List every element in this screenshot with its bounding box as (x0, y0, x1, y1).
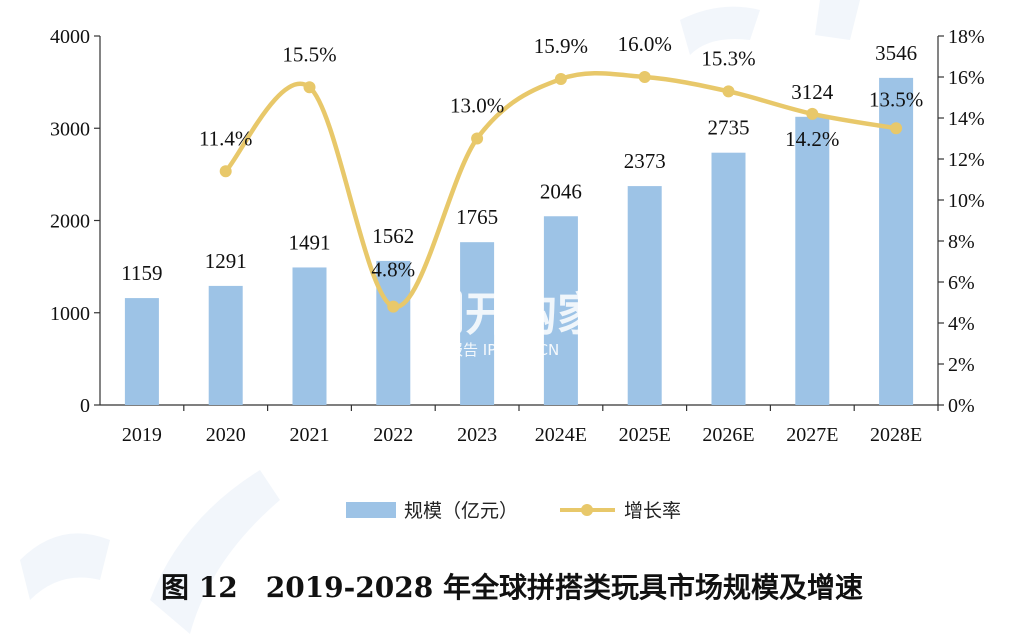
legend-swatch-bar (346, 502, 396, 518)
bar-value-label: 2735 (708, 116, 750, 140)
growth-line (223, 71, 899, 309)
growth-value-label: 14.2% (785, 127, 839, 151)
logo-watermark: 开购家 行业报告 IPOIPO.CN (418, 287, 603, 359)
x-tick-label: 2021 (290, 424, 330, 446)
x-tick-label: 2022 (373, 424, 413, 446)
y-right-tick-label: 4% (948, 313, 975, 335)
bar (124, 298, 159, 405)
growth-point (303, 81, 316, 94)
growth-point (387, 300, 400, 313)
growth-value-label: 13.0% (450, 94, 504, 118)
data-labels: 1159 1291 1491 1562 1765 2046 2373 2735 3124 3546… (121, 32, 923, 285)
x-tick-label: 2025E (619, 424, 671, 446)
growth-point (890, 122, 903, 135)
legend-label-bar: 规模（亿元） (404, 500, 518, 522)
x-tick-label: 2027E (786, 424, 838, 446)
bar-value-label: 1765 (456, 205, 498, 229)
x-tick-label: 2028E (870, 424, 922, 446)
y-left-tick-label: 3000 (50, 118, 90, 140)
y-right-tick-label: 14% (948, 108, 985, 130)
x-tick-label: 2024E (535, 424, 587, 446)
y-right-tick-label: 10% (948, 190, 985, 212)
x-tick-label: 2026E (702, 424, 754, 446)
bar (543, 216, 578, 405)
growth-point (554, 73, 567, 86)
bar-value-label: 1562 (372, 224, 414, 248)
figure-caption: 图 12 2019-2028 年全球拼搭类玩具市场规模及增速 (161, 571, 863, 604)
y-right-tick-label: 6% (948, 272, 975, 294)
growth-value-label: 15.5% (282, 42, 336, 66)
growth-point (722, 85, 735, 98)
growth-point (638, 71, 651, 83)
x-tick-label: 2020 (206, 424, 246, 446)
y-left-tick-label: 1000 (50, 303, 90, 325)
bar (460, 242, 495, 405)
growth-value-label: 11.4% (199, 126, 252, 150)
growth-value-label: 15.9% (534, 34, 588, 58)
watermark-site: 行业报告 IPOIPO.CN (418, 341, 559, 359)
line-series (219, 71, 903, 313)
background-watermark (20, 0, 860, 634)
legend-marker-line (581, 504, 593, 516)
x-tick-label: 2019 (122, 424, 162, 446)
bar (292, 267, 327, 405)
growth-value-label: 13.5% (869, 87, 923, 111)
y-right-tick-label: 0% (948, 395, 975, 417)
bar-value-label: 1291 (205, 249, 247, 273)
y-right-tick-label: 8% (948, 231, 975, 253)
bar-value-label: 3124 (791, 80, 834, 104)
y-left-tick-label: 4000 (50, 26, 90, 48)
y-right-tick-label: 2% (948, 354, 975, 376)
growth-value-label: 15.3% (701, 46, 755, 70)
bar (627, 186, 662, 405)
bar-series (124, 77, 914, 405)
bar-value-label: 2373 (624, 149, 666, 173)
growth-point (219, 165, 232, 178)
legend-label-line: 增长率 (624, 500, 681, 522)
axes: 0 1000 2000 3000 4000 0% 2% 4% 6% 8% 10% 12% 14% 16% 1… (50, 26, 985, 446)
growth-value-label: 16.0% (618, 32, 672, 56)
y-right-tick-label: 16% (948, 67, 985, 89)
bar (208, 285, 243, 405)
bar (376, 260, 411, 405)
bar (795, 116, 830, 405)
bar (711, 152, 746, 405)
x-tick-label: 2023 (457, 424, 497, 446)
bar-value-label: 1159 (121, 261, 162, 285)
logo-mark (418, 290, 462, 334)
growth-point (806, 107, 819, 120)
watermark-brand: 开购家 (465, 287, 603, 341)
y-right-tick-label: 12% (948, 149, 985, 171)
growth-point (471, 132, 484, 145)
y-right-tick-label: 18% (948, 26, 985, 48)
y-left-tick-label: 2000 (50, 211, 90, 233)
bar-value-label: 1491 (289, 230, 331, 254)
y-left-tick-label: 0 (80, 395, 90, 417)
legend: 规模（亿元） 增长率 (346, 500, 681, 522)
growth-value-label: 4.8% (371, 258, 415, 282)
bar-value-label: 2046 (540, 179, 582, 203)
bar-value-label: 3546 (875, 41, 917, 65)
